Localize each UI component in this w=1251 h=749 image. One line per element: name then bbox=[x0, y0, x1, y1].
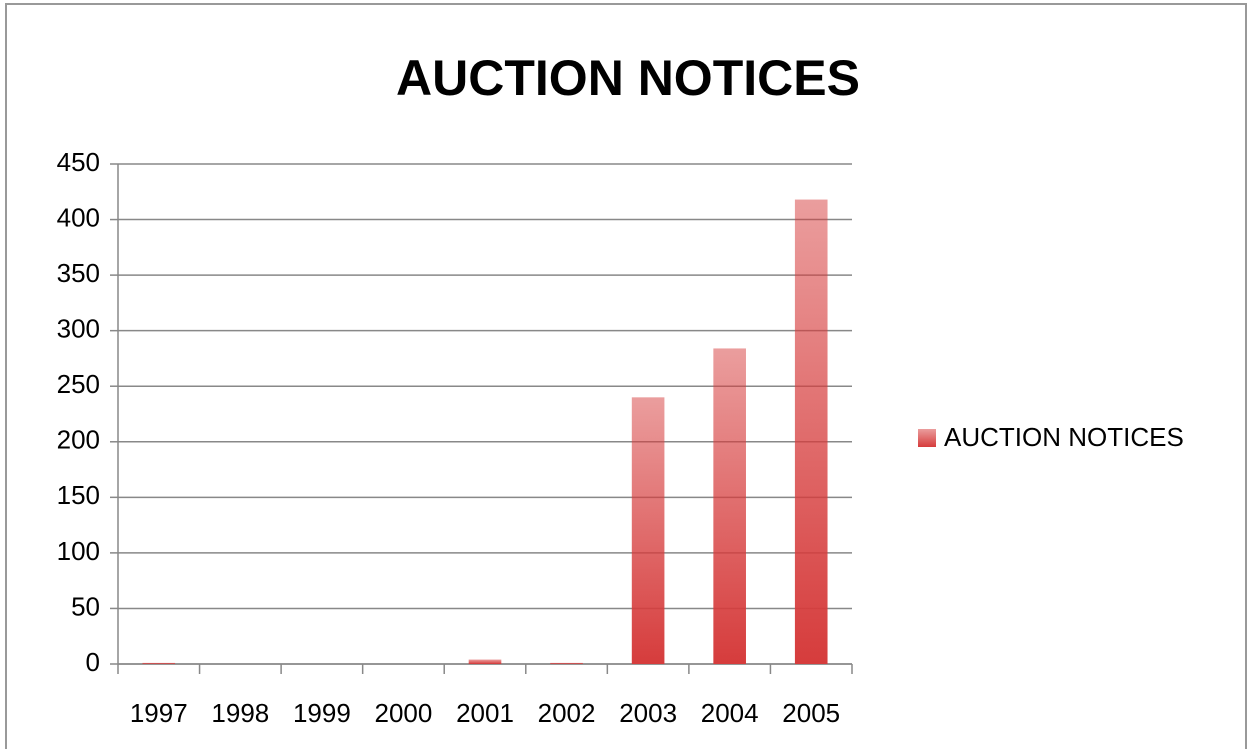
legend-swatch bbox=[918, 429, 936, 447]
y-tick-label: 200 bbox=[57, 425, 100, 455]
x-tick-label: 2003 bbox=[619, 698, 677, 728]
y-tick-label: 300 bbox=[57, 314, 100, 344]
frame bbox=[5, 3, 1247, 749]
bar bbox=[713, 348, 746, 664]
x-tick-label: 1999 bbox=[293, 698, 351, 728]
y-tick-label: 400 bbox=[57, 202, 100, 232]
x-tick-label: 2001 bbox=[456, 698, 514, 728]
y-tick-label: 250 bbox=[57, 369, 100, 399]
y-tick-label: 150 bbox=[57, 480, 100, 510]
x-tick-label: 2004 bbox=[701, 698, 759, 728]
bar bbox=[550, 662, 583, 664]
x-tick-label: 2005 bbox=[782, 698, 840, 728]
x-tick-label: 1998 bbox=[211, 698, 269, 728]
x-tick-label: 1997 bbox=[130, 698, 188, 728]
y-tick-label: 100 bbox=[57, 536, 100, 566]
x-tick-label: 2000 bbox=[375, 698, 433, 728]
chart-title: AUCTION NOTICES bbox=[396, 50, 860, 106]
legend-label: AUCTION NOTICES bbox=[944, 422, 1184, 452]
x-tick-label: 2002 bbox=[538, 698, 596, 728]
y-tick-label: 50 bbox=[71, 591, 100, 621]
bar bbox=[142, 662, 176, 664]
bar bbox=[468, 659, 502, 664]
bar bbox=[631, 397, 665, 664]
y-tick-label: 0 bbox=[86, 647, 100, 677]
y-tick-label: 450 bbox=[57, 147, 100, 177]
y-tick-label: 350 bbox=[57, 258, 100, 288]
bar bbox=[794, 199, 828, 665]
